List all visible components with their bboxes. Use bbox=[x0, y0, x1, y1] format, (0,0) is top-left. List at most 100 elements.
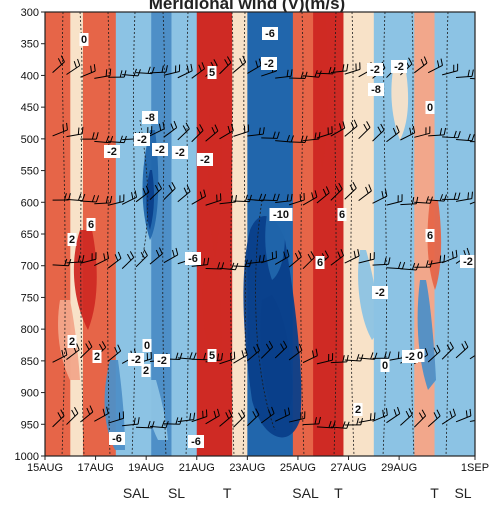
wind-barb-feather bbox=[332, 67, 336, 75]
wind-barb-feather bbox=[102, 408, 106, 416]
wind-barb-feather bbox=[421, 409, 427, 417]
wind-barb-feather bbox=[199, 124, 204, 131]
wind-barb-shaft bbox=[441, 70, 458, 76]
wind-barb-shaft bbox=[441, 256, 458, 264]
wind-barb-feather bbox=[258, 193, 263, 201]
wind-barb-99 bbox=[135, 249, 148, 268]
wind-barb-shaft bbox=[66, 349, 80, 360]
wind-barb-shaft bbox=[386, 413, 401, 424]
wind-barb-feather bbox=[338, 182, 343, 190]
wind-barb-feather bbox=[165, 65, 168, 73]
wind-barb-2 bbox=[80, 64, 96, 78]
wind-barb-feather bbox=[283, 251, 287, 259]
wind-barb-feather bbox=[76, 343, 80, 351]
wind-barb-feather bbox=[486, 412, 487, 419]
x-tick-label: 17AUG bbox=[78, 462, 114, 474]
wind-barb-feather bbox=[105, 196, 109, 204]
wind-barb-shaft bbox=[344, 187, 357, 200]
wind-barb-shaft bbox=[52, 61, 65, 73]
wind-barb-feather bbox=[356, 417, 359, 426]
wind-barb-feather bbox=[455, 249, 458, 257]
wind-barb-17 bbox=[289, 71, 308, 80]
wind-barb-feather bbox=[147, 66, 151, 74]
wind-barb-shaft bbox=[149, 71, 166, 74]
wind-barb-184 bbox=[455, 408, 472, 423]
wind-barb-120 bbox=[428, 254, 446, 265]
wind-barb-shaft bbox=[302, 75, 319, 78]
wind-barb-feather bbox=[286, 69, 289, 77]
wind-barb-feather bbox=[89, 405, 94, 413]
y-tick-label: 700 bbox=[21, 261, 39, 273]
wind-barb-feather bbox=[300, 71, 304, 79]
wind-barb-154 bbox=[469, 354, 475, 360]
wind-barb-feather bbox=[365, 186, 369, 194]
wind-barb-feather bbox=[290, 193, 293, 201]
x-tick-label: 29AUG bbox=[381, 462, 417, 474]
contour-region-1 bbox=[146, 170, 155, 230]
wind-barb-feather bbox=[298, 250, 302, 258]
wind-barb-shaft bbox=[233, 200, 250, 203]
wind-barb-feather bbox=[328, 420, 332, 428]
wind-barb-feather bbox=[353, 119, 358, 127]
wind-barb-feather bbox=[369, 413, 372, 421]
contour-label: 5 bbox=[209, 350, 215, 362]
wind-barb-shaft bbox=[427, 65, 443, 74]
wind-barb-shaft bbox=[372, 129, 385, 142]
wind-barb-62 bbox=[52, 193, 71, 201]
y-tick-label: 350 bbox=[21, 39, 39, 51]
wind-barb-50 bbox=[316, 126, 333, 139]
wind-barb-feather bbox=[127, 253, 132, 261]
wind-barb-66 bbox=[108, 194, 125, 206]
contour-label: -6 bbox=[188, 253, 198, 265]
contour-region-6 bbox=[202, 260, 222, 350]
wind-barb-feather bbox=[322, 188, 327, 196]
wind-barb-feather bbox=[258, 58, 262, 66]
wind-barb-feather bbox=[109, 195, 113, 203]
contour-label: 2 bbox=[94, 351, 100, 363]
wind-barb-feather bbox=[385, 189, 388, 197]
wind-barb-107 bbox=[247, 254, 265, 265]
wind-barb-feather bbox=[314, 190, 318, 198]
wind-barb-shaft bbox=[108, 200, 124, 206]
wind-barb-shaft bbox=[442, 136, 459, 139]
wind-barb-140 bbox=[274, 340, 288, 359]
wind-barb-feather bbox=[471, 134, 475, 141]
wind-barb-feather bbox=[368, 184, 372, 192]
x-axis: 15AUG 17AUG 19AUG 21AUG 23AUG 25AUG 27AUG 29AUG… bbox=[27, 456, 489, 474]
wind-barb-20 bbox=[330, 63, 349, 73]
contour-label: 5 bbox=[209, 67, 215, 79]
contour-line-11 bbox=[382, 12, 387, 456]
wind-barb-shaft bbox=[177, 357, 194, 360]
x-tick-label: 1SEP bbox=[461, 462, 489, 474]
wind-barb-shaft bbox=[52, 264, 69, 267]
wind-barb-feather bbox=[91, 132, 95, 140]
wind-barb-feather bbox=[252, 411, 257, 418]
wind-barb-feather bbox=[140, 252, 146, 259]
wind-barb-feather bbox=[384, 257, 387, 265]
wind-barb-124 bbox=[52, 348, 68, 363]
wind-barb-shaft bbox=[274, 346, 288, 359]
wind-barb-shaft bbox=[330, 70, 347, 73]
wind-barb-feather bbox=[335, 185, 340, 193]
wind-barb-feather bbox=[95, 132, 99, 140]
contour-label: 2 bbox=[355, 404, 361, 416]
wind-barb-feather bbox=[265, 343, 271, 351]
wind-barb-feather bbox=[119, 70, 123, 78]
wind-barb-shaft bbox=[400, 268, 417, 271]
wind-barb-79 bbox=[288, 192, 305, 206]
wind-barb-feather bbox=[142, 187, 147, 195]
wind-barb-shaft bbox=[191, 264, 208, 267]
wind-barb-96 bbox=[94, 251, 110, 267]
wind-barb-100 bbox=[149, 247, 163, 265]
y-tick-label: 650 bbox=[21, 229, 39, 241]
wind-barb-shaft bbox=[191, 68, 205, 79]
wind-barb-155 bbox=[52, 409, 65, 428]
wind-barb-feather bbox=[173, 120, 178, 128]
wind-barb-feather bbox=[423, 56, 428, 64]
wind-barb-94 bbox=[66, 254, 85, 264]
wind-barb-feather bbox=[109, 68, 112, 76]
wind-barb-90 bbox=[442, 192, 461, 200]
wind-barb-feather bbox=[64, 258, 68, 266]
wind-barb-feather bbox=[227, 125, 231, 133]
wind-barb-41 bbox=[191, 124, 204, 143]
